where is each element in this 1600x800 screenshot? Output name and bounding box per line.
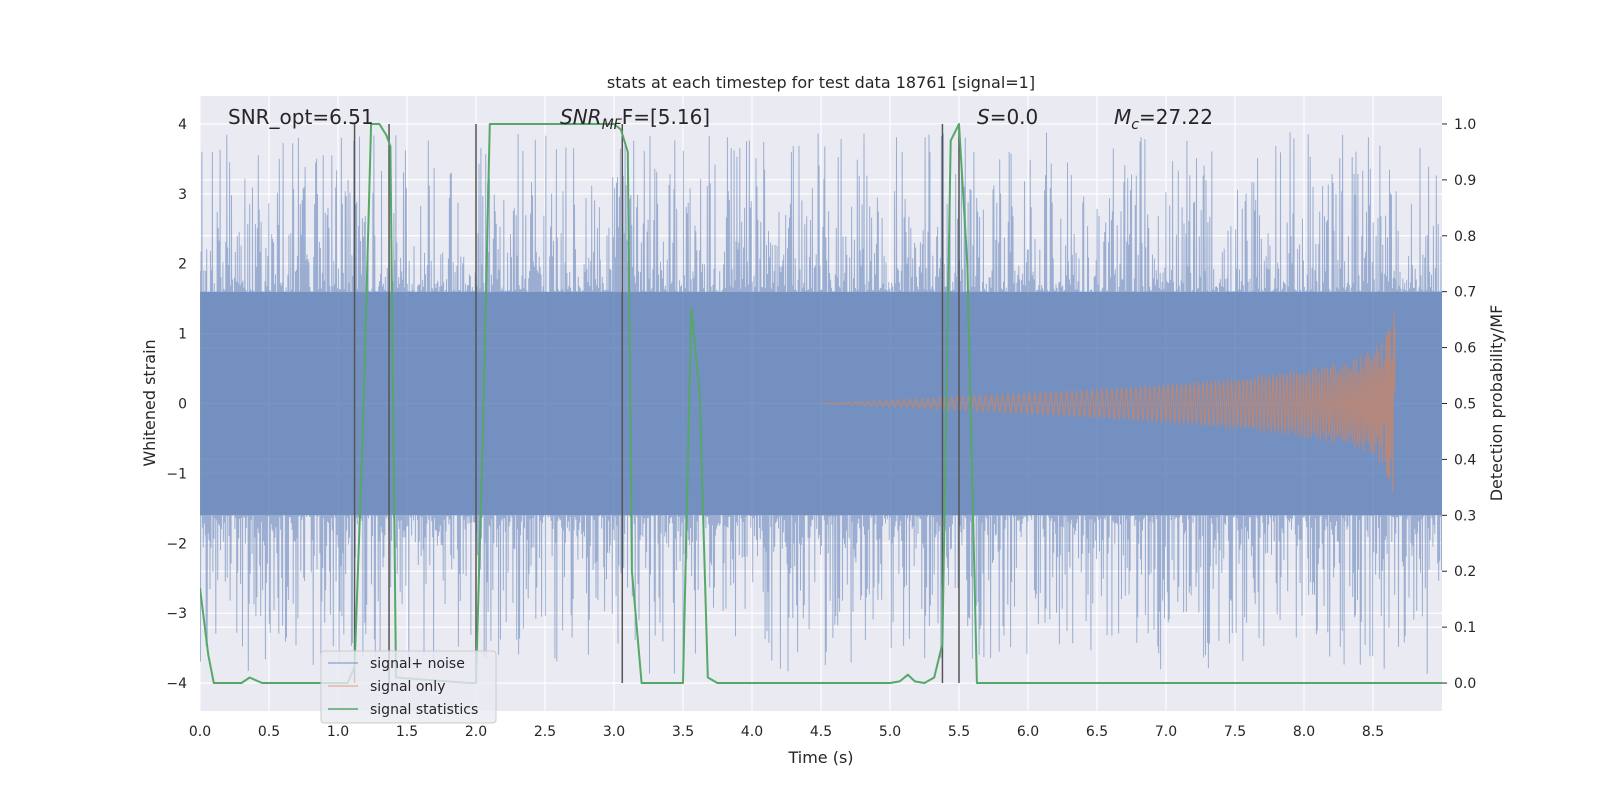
annotation-mc: Mc=27.22 [1114,105,1213,133]
annotation-mc-rest: =27.22 [1139,105,1213,129]
y-left-tick-label: 3 [178,187,187,203]
y-left-tick-label: 4 [178,117,187,133]
legend-label-signal-statistics: signal statistics [370,702,478,718]
legend-label-signal-noise: signal+ noise [370,656,465,672]
annotation-mc-sub: c [1131,117,1139,133]
y-right-tick-label: 0.8 [1454,229,1476,245]
x-tick-label: 7.5 [1224,724,1246,740]
x-axis-ticks: 0.0 0.5 1.0 1.5 2.0 2.5 3.0 3.5 4.0 4.5 5.0 5.5 6.0 6… [189,724,1384,740]
x-tick-label: 3.5 [672,724,694,740]
annotation-s: S=0.0 [977,105,1038,129]
legend-box [320,650,497,724]
x-tick-label: 2.0 [465,724,487,740]
y-axis-left-label: Whitened strain [140,339,159,466]
x-tick-label: 5.0 [879,724,901,740]
x-tick-label: 6.5 [1086,724,1108,740]
x-tick-label: 3.0 [603,724,625,740]
legend: signal+ noise signal only signal statist… [320,650,497,724]
y-right-tick-label: 1.0 [1454,117,1476,133]
x-tick-label: 0.5 [258,724,280,740]
y-axis-left-ticks: 4 3 2 1 0 −1 −2 −3 −4 [166,117,187,692]
annotation-s-var: S [977,105,990,129]
y-right-tick-label: 0.5 [1454,397,1476,413]
annotation-snr-mf-base: SNR [560,105,602,129]
y-right-tick-label: 0.4 [1454,452,1476,468]
annotation-snr-mf-rest: F=[5.16] [622,105,710,129]
y-left-tick-label: −3 [166,606,187,622]
y-left-tick-label: 1 [178,327,187,343]
annotation-s-rest: =0.0 [990,105,1039,129]
x-tick-label: 2.5 [534,724,556,740]
y-left-tick-label: −2 [166,536,187,552]
signal-only-series [821,310,1397,494]
y-left-tick-label: 2 [178,257,187,273]
x-axis-label: Time (s) [787,748,853,767]
y-right-tick-label: 0.3 [1454,508,1476,524]
x-tick-label: 1.5 [396,724,418,740]
x-tick-label: 1.0 [327,724,349,740]
y-left-tick-label: −4 [166,676,187,692]
y-right-tick-label: 0.2 [1454,564,1476,580]
x-tick-label: 5.5 [948,724,970,740]
y-right-tick-label: 0.0 [1454,676,1476,692]
vertical-markers [353,123,960,684]
x-tick-label: 7.0 [1155,724,1177,740]
x-tick-label: 6.0 [1017,724,1039,740]
y-left-tick-label: 0 [178,397,187,413]
annotation-snr-opt: SNR_opt=6.51 [228,105,374,129]
noise-trace [200,132,1442,674]
y-axis-right-ticks: 1.0 0.9 0.8 0.7 0.6 0.5 0.4 0.3 0.2 0.1 0.0 [1442,117,1476,692]
chirp-trace [821,310,1397,494]
y-left-tick-label: −1 [166,466,187,482]
x-tick-label: 8.5 [1362,724,1384,740]
annotation-snr-mf: SNRMFF=[5.16] [560,105,710,133]
y-right-tick-label: 0.6 [1454,341,1476,357]
x-tick-label: 0.0 [189,724,211,740]
x-tick-label: 4.0 [741,724,763,740]
signal-statistics-series [200,123,1442,684]
annotation-mc-var: M [1114,105,1131,129]
legend-label-signal-only: signal only [370,679,445,695]
x-tick-label: 4.5 [810,724,832,740]
annotation-snr-mf-sub: MF [602,117,623,133]
statistics-line [200,123,1442,684]
y-axis-right-label: Detection probability/MF [1487,305,1506,502]
x-tick-label: 8.0 [1293,724,1315,740]
y-right-tick-label: 0.7 [1454,285,1476,301]
y-right-tick-label: 0.1 [1454,620,1476,636]
chart-title: stats at each timestep for test data 187… [607,73,1035,92]
y-right-tick-label: 0.9 [1454,173,1476,189]
